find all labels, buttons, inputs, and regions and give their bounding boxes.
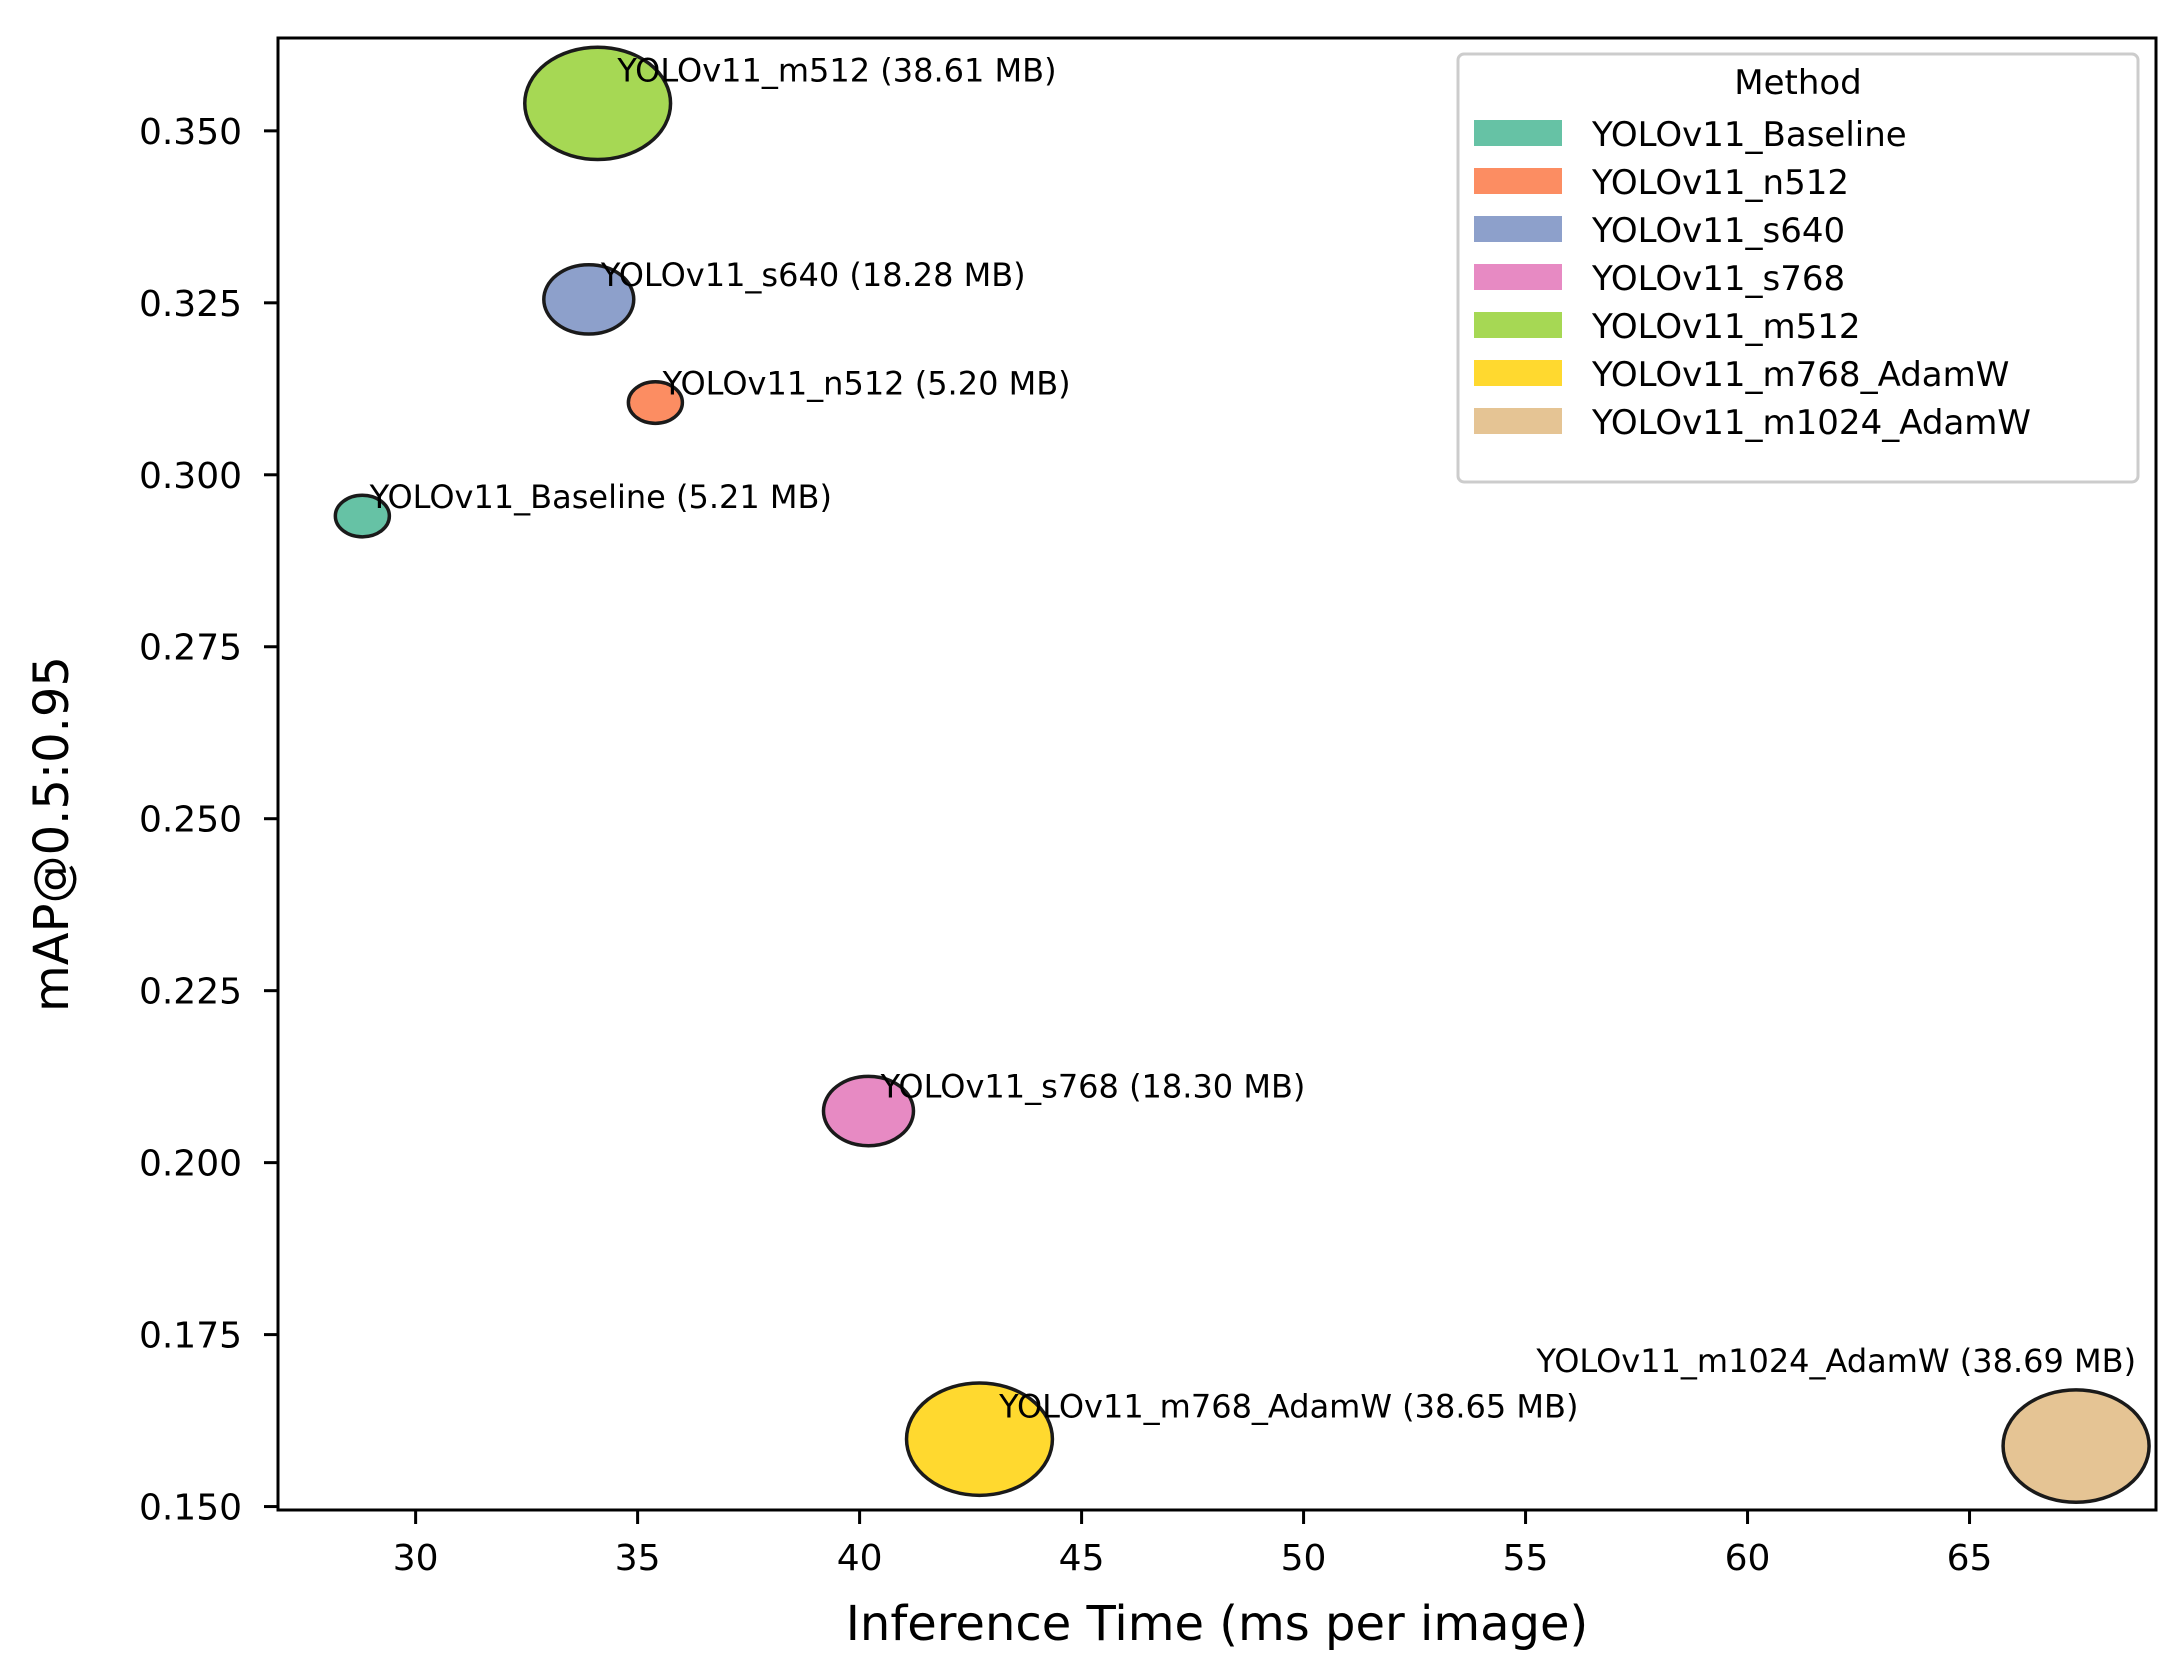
bubble-point xyxy=(542,263,636,336)
legend-swatch xyxy=(1474,408,1562,434)
legend-items: YOLOv11_Baseline YOLOv11_n512 YOLOv11_s640… xyxy=(1474,115,2031,443)
bubble-point xyxy=(904,1381,1055,1498)
y-tick-label: 0.150 xyxy=(139,1488,242,1529)
bubble-label: YOLOv11_s640 (18.28 MB) xyxy=(600,256,1026,294)
x-tick-label: 30 xyxy=(393,1538,439,1579)
x-tick-label: 50 xyxy=(1281,1538,1327,1579)
y-tick-label: 0.325 xyxy=(139,284,242,325)
y-axis-ticks: 0.150 0.175 0.200 0.225 0.250 0.275 0.300 0.325… xyxy=(139,112,278,1529)
bubble-point xyxy=(333,493,392,539)
y-axis-title: mAP@0.5:0.95 xyxy=(24,656,80,1012)
point-labels-layer: YOLOv11_Baseline (5.21 MB) YOLOv11_n512 (… xyxy=(369,51,2136,1425)
bubble-label: YOLOv11_m768_AdamW (38.65 MB) xyxy=(998,1387,1578,1425)
bubble-label: YOLOv11_m1024_AdamW (38.69 MB) xyxy=(1535,1342,2136,1380)
legend-swatch xyxy=(1474,264,1562,290)
bubble-label: YOLOv11_m512 (38.61 MB) xyxy=(616,51,1056,89)
legend-swatch xyxy=(1474,216,1562,242)
x-tick-label: 60 xyxy=(1725,1538,1771,1579)
legend-title: Method xyxy=(1734,63,1862,103)
legend-label: YOLOv11_m768_AdamW xyxy=(1591,355,2009,395)
bubble-label: YOLOv11_n512 (5.20 MB) xyxy=(662,364,1071,402)
legend-swatch xyxy=(1474,120,1562,146)
legend-swatch xyxy=(1474,360,1562,386)
x-axis-ticks: 30 35 40 45 50 55 60 65 xyxy=(393,1510,1993,1579)
y-tick-label: 0.275 xyxy=(139,628,242,669)
y-tick-label: 0.250 xyxy=(139,800,242,841)
y-tick-label: 0.350 xyxy=(139,112,242,153)
x-tick-label: 55 xyxy=(1503,1538,1549,1579)
y-tick-label: 0.300 xyxy=(139,456,242,497)
legend-label: YOLOv11_s640 xyxy=(1591,211,1845,251)
legend-label: YOLOv11_m512 xyxy=(1591,307,1861,347)
legend: Method YOLOv11_BaselineYOLOv11_n512YOLOv… xyxy=(1456,52,2140,484)
x-tick-label: 65 xyxy=(1947,1538,1993,1579)
x-tick-label: 45 xyxy=(1059,1538,1105,1579)
legend-label: YOLOv11_m1024_AdamW xyxy=(1591,403,2031,443)
legend-label: YOLOv11_s768 xyxy=(1591,259,1845,299)
y-tick-label: 0.225 xyxy=(139,972,242,1013)
legend-label: YOLOv11_Baseline xyxy=(1591,115,1907,155)
bubble-point xyxy=(821,1074,916,1148)
x-tick-label: 35 xyxy=(615,1538,661,1579)
bubble-label: YOLOv11_Baseline (5.21 MB) xyxy=(369,478,832,516)
bubbles-layer xyxy=(333,45,2151,1504)
x-tick-label: 40 xyxy=(837,1538,883,1579)
plot-area-frame xyxy=(276,36,2158,1512)
y-tick-label: 0.175 xyxy=(139,1316,242,1357)
legend-box xyxy=(1456,52,2140,484)
bubble-label: YOLOv11_s768 (18.30 MB) xyxy=(880,1068,1306,1106)
bubble-point xyxy=(626,380,685,426)
legend-swatch xyxy=(1474,312,1562,338)
legend-swatch xyxy=(1474,168,1562,194)
legend-label: YOLOv11_n512 xyxy=(1591,163,1849,203)
y-tick-label: 0.200 xyxy=(139,1144,242,1185)
bubble-point xyxy=(523,45,673,162)
x-axis-title: Inference Time (ms per image) xyxy=(846,1596,1589,1652)
bubble-point xyxy=(2001,1388,2151,1504)
